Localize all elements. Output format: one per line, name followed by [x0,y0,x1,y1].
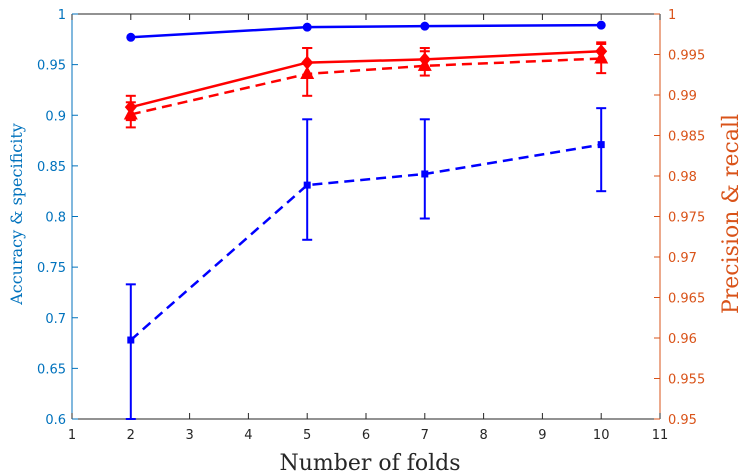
series-line [130,23,602,39]
x-tick-label: 4 [244,428,252,443]
series-3 [124,42,608,122]
right-y-tick-label: 0.99 [668,89,697,104]
left-y-tick-label: 0.85 [37,160,66,175]
axes: 1 2 3 4 5 6 7 8 9 10 110.60.650.70.750.80.850.90.9… [37,8,705,443]
x-tick-label: 6 [362,428,370,443]
data-point [420,21,430,31]
right-y-axis-title: Precision & recall [719,114,744,314]
left-y-tick-label: 0.9 [45,109,66,124]
left-y-tick-label: 0.75 [37,261,66,276]
data-point [417,57,432,71]
series-4 [123,41,609,129]
right-y-tick-label: 0.965 [668,292,705,307]
x-tick-label: 5 [303,428,311,443]
left-y-tick-label: 1 [58,8,66,23]
right-y-tick-label: 0.97 [668,251,697,266]
right-y-tick-label: 0.985 [668,130,705,145]
right-y-tick-label: 0.975 [668,211,705,226]
x-tick-label: 3 [185,428,193,443]
data-point [421,170,429,178]
x-axis-title: Number of folds [279,451,460,476]
left-y-tick-label: 0.65 [37,362,66,377]
left-y-tick-label: 0.8 [45,211,66,226]
x-tick-label: 1 [68,428,76,443]
right-y-tick-label: 0.995 [668,49,705,64]
right-y-tick-label: 0.955 [668,373,705,388]
data-point [594,50,609,64]
x-tick-label: 8 [479,428,487,443]
series-2 [125,107,607,420]
x-tick-label: 9 [538,428,546,443]
x-tick-label: 10 [593,428,610,443]
data-point [127,336,135,344]
data-point [126,32,136,42]
x-tick-label: 7 [421,428,429,443]
x-tick-label: 11 [652,428,669,443]
right-y-tick-label: 0.95 [668,413,697,428]
data-point [302,22,312,32]
series-line [130,57,602,116]
x-tick-label: 2 [127,428,135,443]
data-point [597,141,605,149]
right-y-tick-label: 0.96 [668,332,697,347]
series-group [123,20,609,420]
left-y-axis-title: Accuracy & specificity [7,123,26,306]
series-line [130,50,602,109]
left-y-tick-label: 0.95 [37,59,66,74]
data-point [303,181,311,189]
left-y-tick-label: 0.7 [45,312,66,327]
data-point [123,106,138,120]
left-y-tick-label: 0.6 [45,413,66,428]
right-y-tick-label: 0.98 [668,170,697,185]
data-point [596,20,606,30]
data-point [300,65,315,79]
series-line [129,143,602,341]
series-1 [126,20,606,42]
right-y-tick-label: 1 [668,8,676,23]
